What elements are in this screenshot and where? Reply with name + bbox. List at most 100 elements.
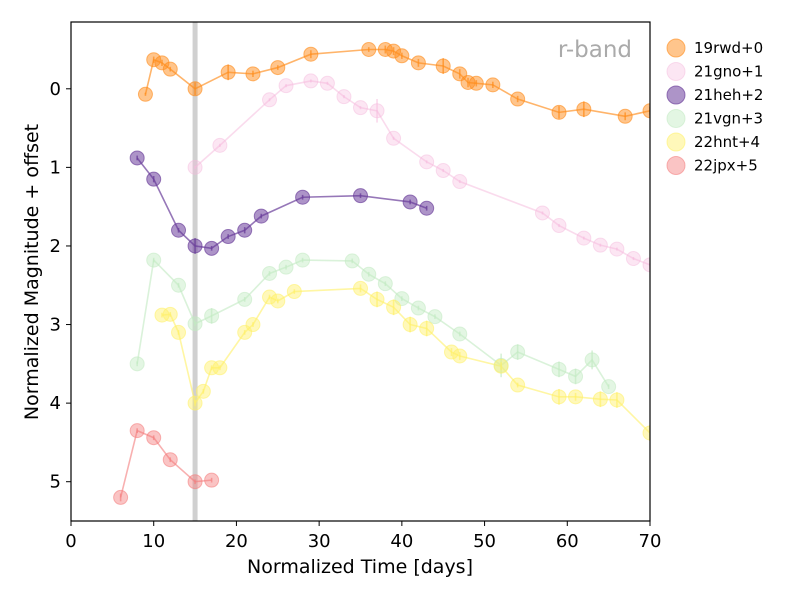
data-point-22hnt-4 [154, 307, 170, 323]
data-point-22hnt-4 [262, 289, 278, 305]
legend-entry-21vgn-3: 21vgn+3 [666, 109, 763, 128]
y-tick-label: 4 [50, 393, 61, 414]
data-point-22hnt-4 [212, 360, 228, 376]
legend-label: 21gno+1 [694, 63, 763, 81]
legend-entry-22jpx-5: 22jpx+5 [666, 156, 758, 175]
y-tick-label: 5 [50, 472, 61, 493]
data-point-21gno-1 [353, 100, 368, 116]
data-point-21vgn-3 [204, 308, 220, 324]
legend-entry-21heh-2: 21heh+2 [666, 85, 763, 105]
legend-label: 21heh+2 [694, 86, 763, 104]
data-point-21vgn-3 [584, 350, 600, 370]
data-point-22jpx-5 [129, 423, 145, 439]
data-point-19rwd-0 [162, 61, 178, 77]
x-tick-label: 70 [639, 531, 662, 552]
data-point-21heh-2 [253, 208, 269, 224]
data-point-19rwd-0 [187, 81, 203, 97]
data-point-21gno-1 [592, 237, 608, 253]
data-point-21heh-2 [146, 171, 162, 187]
data-point-21heh-2 [402, 194, 418, 210]
data-point-19rwd-0 [137, 86, 153, 102]
data-point-22hnt-4 [443, 344, 459, 360]
data-point-21heh-2 [220, 229, 236, 245]
data-point-19rwd-0 [485, 77, 501, 93]
data-point-21vgn-3 [295, 252, 311, 268]
data-point-21vgn-3 [278, 259, 294, 275]
data-point-22jpx-5 [113, 489, 129, 505]
data-point-22hnt-4 [237, 324, 253, 340]
data-point-22hnt-4 [162, 306, 178, 322]
data-point-19rwd-0 [270, 60, 286, 76]
data-point-21gno-1 [576, 230, 592, 246]
data-point-19rwd-0 [617, 108, 633, 124]
data-point-22hnt-4 [609, 392, 625, 408]
x-tick-label: 60 [556, 531, 579, 552]
legend-label: 22hnt+4 [694, 133, 760, 151]
data-point-19rwd-0 [576, 101, 592, 118]
data-point-22hnt-4 [353, 280, 368, 296]
legend-entry-21gno-1: 21gno+1 [666, 62, 763, 81]
data-point-19rwd-0 [642, 103, 650, 119]
data-point-21heh-2 [204, 240, 220, 256]
data-point-21vgn-3 [427, 309, 443, 325]
data-point-22jpx-5 [146, 430, 162, 446]
band-annotation: r-band [558, 37, 632, 63]
data-point-21gno-1 [336, 89, 352, 105]
data-point-21gno-1 [452, 174, 468, 190]
data-point-22hnt-4 [510, 377, 526, 393]
legend: 19rwd+0 21gno+1 21heh+2 21vgn+3 22hnt+4 22jpx… [666, 38, 763, 175]
data-point-21vgn-3 [568, 368, 584, 385]
x-tick-label: 0 [65, 531, 76, 552]
legend-marker [666, 62, 686, 81]
data-point-21vgn-3 [601, 379, 617, 395]
data-point-21gno-1 [609, 241, 625, 257]
data-markers [113, 42, 650, 505]
data-point-21vgn-3 [410, 300, 426, 316]
data-point-21gno-1 [386, 130, 402, 146]
series-line-22jpx-5 [119, 429, 212, 498]
data-point-21vgn-3 [344, 253, 360, 269]
data-point-21gno-1 [212, 137, 228, 153]
data-point-22hnt-4 [551, 388, 567, 405]
data-point-19rwd-0 [435, 58, 451, 74]
data-point-22hnt-4 [592, 391, 608, 408]
data-point-21gno-1 [319, 75, 335, 91]
y-tick-label: 2 [50, 236, 61, 257]
axis-ticks: 0 10 20 30 40 50 60 70 0 1 2 3 4 5 [50, 79, 662, 552]
data-point-19rwd-0 [510, 91, 526, 107]
data-point-21vgn-3 [452, 326, 468, 342]
data-point-21heh-2 [129, 150, 145, 166]
data-point-19rwd-0 [361, 42, 377, 58]
data-point-22hnt-4 [245, 317, 261, 333]
data-point-19rwd-0 [468, 75, 484, 91]
legend-entry-22hnt-4: 22hnt+4 [666, 132, 760, 152]
data-point-19rwd-0 [394, 48, 410, 64]
data-point-22hnt-4 [286, 284, 302, 300]
legend-marker [666, 85, 686, 105]
data-point-21gno-1 [369, 99, 385, 123]
data-point-21vgn-3 [510, 344, 526, 360]
data-point-22hnt-4 [402, 316, 418, 333]
data-point-21gno-1 [278, 78, 294, 94]
data-point-22hnt-4 [419, 320, 435, 337]
data-point-21heh-2 [295, 189, 311, 205]
data-point-21gno-1 [435, 163, 451, 179]
series-line-21vgn-3 [136, 258, 610, 388]
y-axis-label: Normalized Magnitude + offset [21, 124, 43, 420]
legend-marker [666, 38, 686, 58]
data-point-22hnt-4 [204, 360, 220, 376]
data-point-21heh-2 [419, 200, 435, 216]
data-point-22hnt-4 [195, 383, 211, 399]
legend-marker [666, 132, 686, 152]
legend-label: 21vgn+3 [694, 110, 763, 128]
data-point-22jpx-5 [187, 474, 203, 490]
data-point-21gno-1 [642, 257, 650, 273]
data-point-22hnt-4 [187, 395, 203, 411]
data-point-21vgn-3 [187, 316, 203, 332]
data-point-22hnt-4 [452, 348, 468, 364]
data-point-21gno-1 [419, 154, 435, 170]
x-tick-label: 50 [473, 531, 496, 552]
x-tick-label: 30 [308, 531, 331, 552]
data-point-21gno-1 [303, 73, 319, 89]
data-point-22jpx-5 [204, 472, 220, 488]
